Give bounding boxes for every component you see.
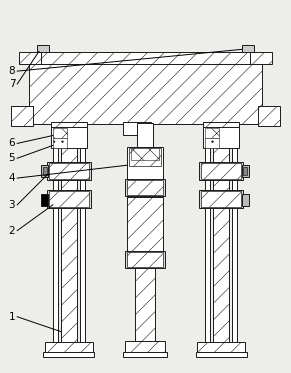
- Bar: [51, 122, 86, 128]
- Bar: [39, 52, 252, 64]
- Bar: [51, 126, 86, 148]
- Bar: [199, 162, 243, 180]
- Text: 6: 6: [9, 138, 15, 148]
- Bar: [242, 165, 249, 177]
- Bar: [80, 126, 85, 344]
- Bar: [135, 268, 155, 342]
- Bar: [41, 165, 48, 177]
- Bar: [29, 64, 262, 123]
- Bar: [125, 251, 165, 268]
- Bar: [137, 123, 153, 148]
- Bar: [127, 147, 163, 180]
- Bar: [242, 194, 249, 206]
- Bar: [11, 106, 33, 126]
- Bar: [123, 352, 167, 357]
- Bar: [61, 126, 77, 344]
- Bar: [41, 194, 48, 206]
- Bar: [53, 138, 67, 148]
- Bar: [205, 128, 219, 138]
- Bar: [203, 122, 239, 128]
- Text: 2: 2: [9, 226, 15, 236]
- Text: 7: 7: [9, 79, 15, 89]
- Bar: [258, 106, 280, 126]
- Bar: [205, 138, 219, 148]
- Bar: [49, 191, 88, 207]
- Bar: [232, 126, 237, 344]
- Text: 3: 3: [9, 200, 15, 210]
- Text: 1: 1: [9, 312, 15, 322]
- Bar: [205, 126, 210, 344]
- Bar: [123, 122, 151, 135]
- Text: 8: 8: [9, 66, 15, 76]
- Bar: [47, 162, 91, 180]
- Bar: [127, 180, 163, 195]
- Bar: [43, 352, 95, 357]
- Bar: [129, 148, 161, 166]
- Text: 4: 4: [9, 173, 15, 183]
- Bar: [45, 342, 93, 353]
- Bar: [125, 341, 165, 353]
- Bar: [53, 126, 58, 344]
- Bar: [201, 191, 241, 207]
- Bar: [43, 167, 47, 175]
- Text: 5: 5: [9, 153, 15, 163]
- Bar: [196, 352, 247, 357]
- Bar: [37, 46, 49, 52]
- Bar: [47, 190, 91, 208]
- Bar: [127, 197, 163, 253]
- Bar: [53, 128, 67, 138]
- Bar: [201, 163, 241, 179]
- Bar: [199, 190, 243, 208]
- Bar: [125, 179, 165, 196]
- Bar: [250, 52, 272, 64]
- Bar: [243, 167, 247, 175]
- Bar: [131, 148, 159, 160]
- Bar: [203, 126, 239, 148]
- Bar: [242, 46, 254, 52]
- Bar: [19, 52, 41, 64]
- Bar: [198, 342, 245, 353]
- Bar: [49, 163, 88, 179]
- Bar: [127, 253, 163, 267]
- Bar: [213, 126, 229, 344]
